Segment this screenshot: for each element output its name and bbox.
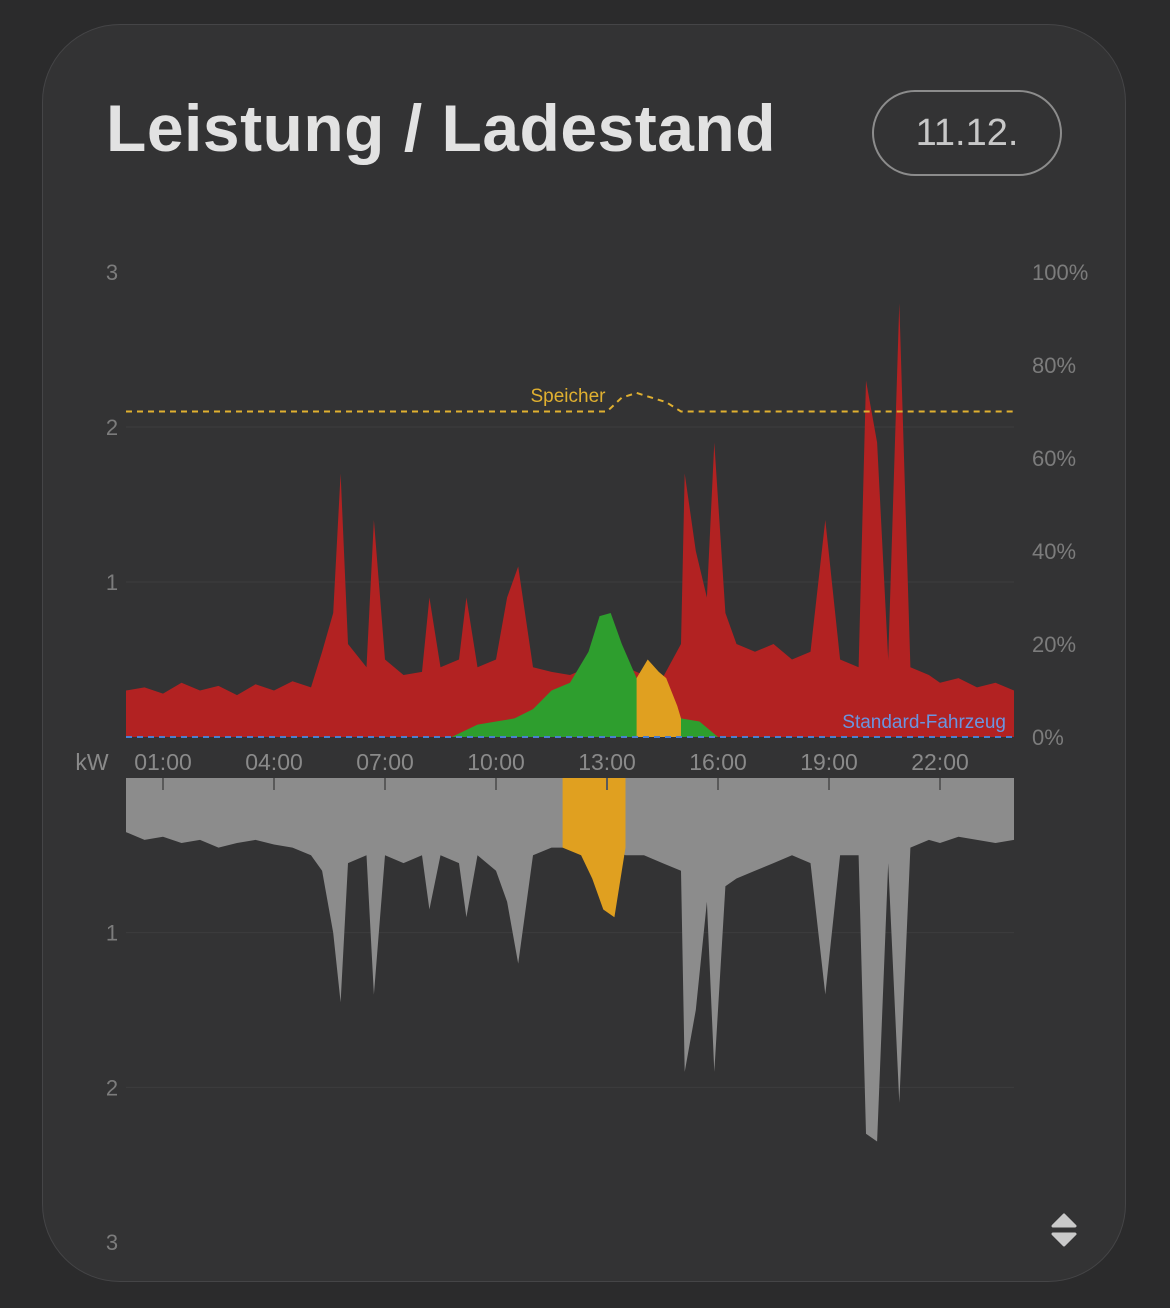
x-tick-label: 19:00 — [800, 749, 858, 775]
y-right-tick: 60% — [1032, 446, 1076, 471]
x-tick-label: 01:00 — [134, 749, 192, 775]
vehicle-soc-label: Standard-Fahrzeug — [842, 712, 1006, 733]
storage-soc-label: Speicher — [531, 386, 607, 407]
card-title: Leistung / Ladestand — [106, 91, 777, 165]
x-tick-label: 04:00 — [245, 749, 303, 775]
date-selector-button[interactable]: 11.12. — [872, 90, 1062, 176]
y-left-upper-tick: 1 — [106, 570, 118, 595]
y-right-tick: 80% — [1032, 353, 1076, 378]
y-left-lower-tick: 1 — [106, 921, 118, 946]
x-axis: 01:00 04:00 07:00 10:00 13:00 16:00 19:00 22:00 — [134, 749, 969, 790]
x-tick-label: 10:00 — [467, 749, 525, 775]
y-left-upper-tick: 3 — [106, 260, 118, 285]
kw-unit-label: kW — [75, 749, 109, 775]
up-down-chevron-icon[interactable] — [1050, 1212, 1078, 1248]
storage-soc-line — [126, 391, 1014, 413]
y-right-tick: 0% — [1032, 725, 1064, 750]
x-tick-label: 13:00 — [578, 749, 636, 775]
lower-area-battery — [562, 778, 626, 918]
y-right-tick: 40% — [1032, 539, 1076, 564]
soc-lines — [126, 391, 1014, 738]
y-left-lower-tick: 2 — [106, 1075, 118, 1100]
upper-area-grid_consumption — [126, 303, 1014, 737]
lower-area-house_usage — [126, 778, 1014, 1142]
x-tick-label: 07:00 — [356, 749, 414, 775]
upper-area-battery — [636, 659, 681, 737]
power-card — [42, 24, 1126, 1282]
y-right-tick: 20% — [1032, 632, 1076, 657]
lower-area-series — [126, 778, 1014, 1142]
y-right-tick: 100% — [1032, 260, 1088, 285]
upper-area-series — [126, 303, 1014, 737]
axis-labels: 3 2 1 1 2 3 100% 80% 60% 40% 20% 0% — [106, 260, 1088, 1255]
y-left-lower-tick: 3 — [106, 1230, 118, 1255]
y-left-upper-tick: 2 — [106, 415, 118, 440]
x-tick-label: 16:00 — [689, 749, 747, 775]
x-tick-label: 22:00 — [911, 749, 969, 775]
